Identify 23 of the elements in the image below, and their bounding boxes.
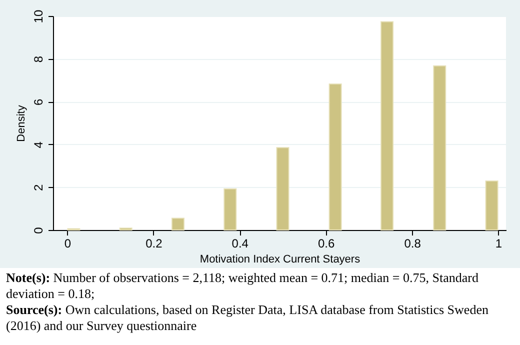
bar: [485, 180, 498, 230]
bar: [380, 21, 394, 230]
text: Note(s): Number of observations = 2,118; weighted mean = 0.71; median = 0.75, Standard deviation = 0.18;: [6, 270, 480, 302]
bar: [328, 84, 342, 230]
source-note: Source(s): Own calculations, based on Register Data, LISA database from Statistics Sweden (2016) and our Survey questionnaire: [6, 302, 490, 334]
y-tick-label: 10: [32, 10, 46, 24]
x-tick-label: 0.8: [404, 236, 422, 250]
y-axis-title: Density: [16, 104, 28, 142]
bar: [171, 218, 184, 230]
y-tick-label: 2: [32, 184, 46, 192]
x-tick-label: 1: [495, 236, 502, 250]
bar: [276, 147, 290, 230]
y-tick-label: 8: [32, 56, 46, 63]
y-tick-label: 0: [32, 226, 46, 234]
y-tick-label: 6: [32, 98, 46, 106]
x-axis-title: Motivation Index Current Stayers: [200, 254, 361, 266]
x-tick-label: 0.4: [232, 236, 249, 250]
bar: [433, 65, 446, 230]
x-tick-label: 0.2: [146, 236, 163, 250]
y-tick-label: 4: [32, 141, 46, 148]
x-tick-label: 0.6: [318, 236, 335, 250]
bar: [224, 188, 237, 230]
x-tick-label: 0: [64, 236, 72, 250]
